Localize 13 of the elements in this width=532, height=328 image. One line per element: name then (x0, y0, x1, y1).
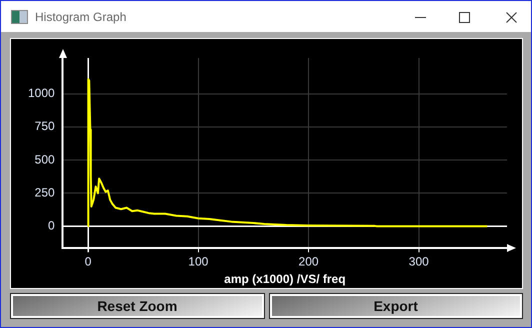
x-tick-label: 300 (408, 254, 430, 269)
x-tick-label: 100 (188, 254, 209, 269)
y-tick-label: 0 (48, 218, 56, 233)
x-axis-title: amp (x1000) /VS/ freq (224, 272, 346, 286)
chart-title: Histogram Graph (35, 10, 126, 24)
x-tick-label: 0 (84, 254, 92, 269)
x-tick-label: 200 (298, 254, 319, 269)
text: Reset Zoom (11, 294, 264, 318)
text: Export (270, 294, 522, 318)
y-tick-label: 250 (34, 186, 56, 200)
y-tick-label: 750 (34, 119, 56, 134)
y-tick-label: 500 (34, 152, 56, 166)
y-tick-label: 1000 (28, 86, 56, 100)
